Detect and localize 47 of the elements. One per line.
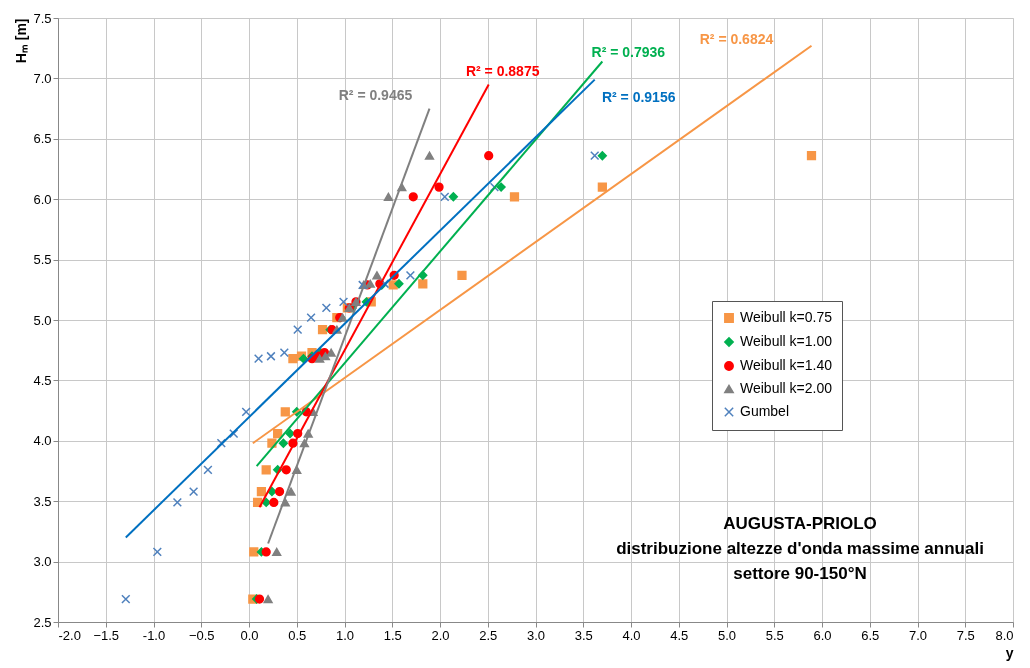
y-tick-label: 7.0: [33, 70, 52, 86]
x-tick-label: 4.0: [622, 627, 641, 643]
x-tick-label: 2.0: [431, 627, 450, 643]
y-tick-label: 4.5: [33, 372, 52, 388]
y-axis-title: Hₘ [m]: [13, 18, 30, 64]
x-tick-label: 2.5: [479, 627, 498, 643]
legend-label: Gumbel: [740, 403, 790, 419]
x-tick-label: 7.0: [908, 627, 928, 643]
x-tick-label: 1.0: [335, 627, 355, 643]
annotation: R² = 0.9465: [338, 86, 413, 103]
y-tick-label: 5.5: [33, 252, 52, 268]
y-tick-label: 4.0: [33, 433, 52, 449]
y-tick-label: 6.5: [33, 131, 52, 147]
legend-label: Weibull k=1.00: [740, 333, 833, 349]
annotation: R² = 0.6824: [699, 30, 774, 47]
text: distribuzione altezze d'onda massime annuali: [616, 539, 984, 558]
annotation: R² = 0.7936: [591, 44, 666, 61]
text: AUGUSTA-PRIOLO: [723, 514, 877, 533]
x-tick-label: −1.5: [93, 627, 120, 643]
x-tick-label: 5.5: [765, 627, 784, 643]
annotation: R² = 0.8875: [465, 63, 540, 80]
x-tick-label: 6.5: [861, 627, 880, 643]
y-tick-label: 6.0: [33, 191, 52, 207]
x-tick-label: 8.0: [995, 627, 1014, 643]
x-tick-label: 1.5: [383, 627, 402, 643]
x-tick-label: -1.0: [142, 627, 166, 643]
legend-label: Weibull k=2.00: [740, 380, 833, 396]
y-tick-label: 2.5: [33, 614, 52, 630]
legend-label: Weibull k=0.75: [740, 309, 833, 325]
y-tick-label: 5.0: [33, 312, 52, 328]
annotation: R² = 0.9156: [601, 88, 676, 105]
x-tick-label: 7.5: [956, 627, 975, 643]
y-tick-label: 7.5: [33, 10, 52, 26]
x-tick-label: -2.0: [58, 627, 81, 643]
x-tick-label: 0.5: [288, 627, 307, 643]
x-tick-label: 5.0: [717, 627, 737, 643]
x-tick-label: −0.5: [188, 627, 215, 643]
x-tick-label: 3.5: [574, 627, 593, 643]
y-tick-label: 3.0: [33, 554, 52, 570]
x-tick-label: 0.0: [240, 627, 259, 643]
x-axis-title: y: [1005, 644, 1014, 661]
y-tick-label: 3.5: [33, 493, 52, 509]
text: settore 90-150°N: [733, 564, 867, 583]
x-tick-label: 6.0: [813, 627, 832, 643]
x-tick-label: 3.0: [526, 627, 546, 643]
legend-label: Weibull k=1.40: [740, 357, 833, 373]
x-tick-label: 4.5: [670, 627, 689, 643]
